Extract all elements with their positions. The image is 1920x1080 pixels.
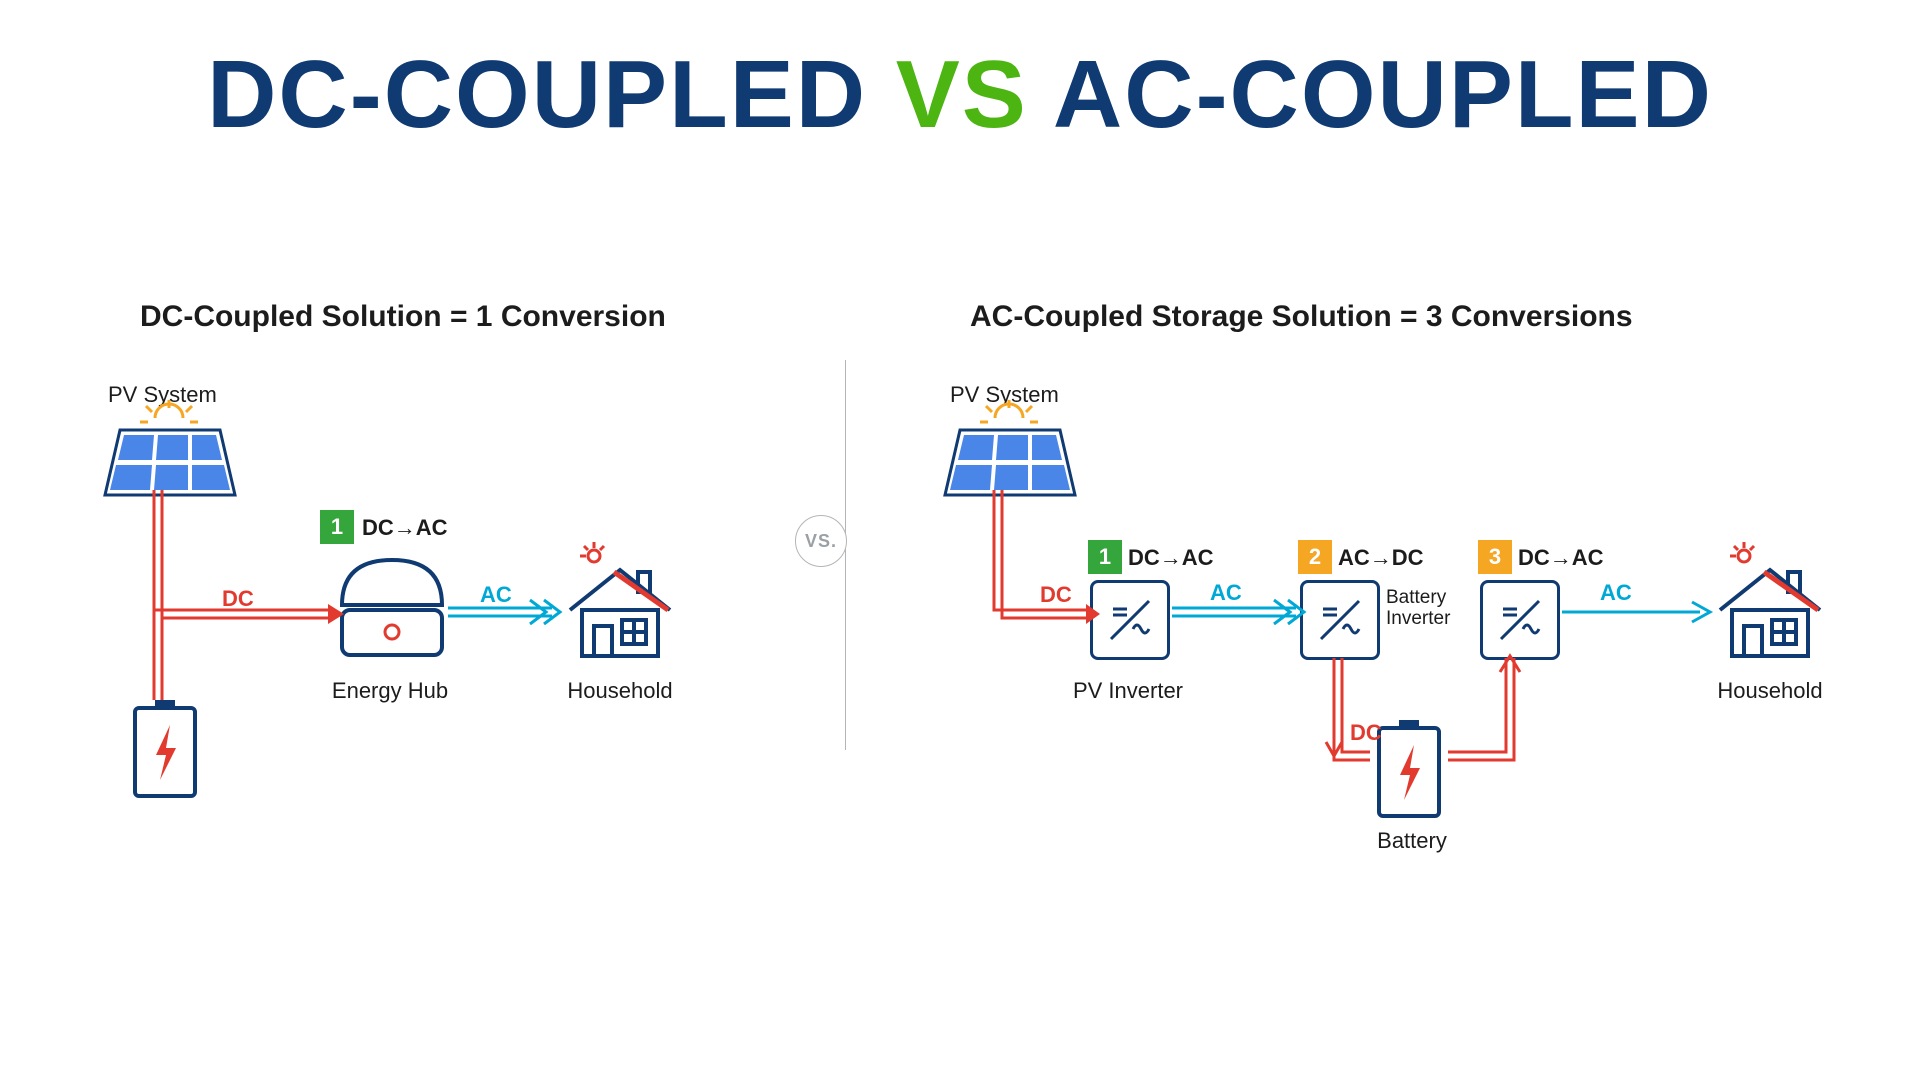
right-dc2-label: DC [1350,720,1382,746]
left-house-label: Household [560,678,680,704]
right-subtitle: AC-Coupled Storage Solution = 3 Conversi… [970,300,1633,334]
right-ac1-label: AC [1210,580,1242,606]
left-wires [100,490,570,740]
title-right: AC-COUPLED [1053,41,1713,148]
title-mid: VS [896,41,1028,148]
vs-badge: VS. [795,515,847,567]
house-icon [560,540,680,660]
left-dc-label: DC [222,586,254,612]
right-ac2-label: AC [1600,580,1632,606]
title-left: DC-COUPLED [207,41,867,148]
right-dc1-label: DC [1040,582,1072,608]
right-battery-label: Battery [1372,828,1452,854]
main-title: DC-COUPLED VS AC-COUPLED [0,40,1920,150]
right-wires [940,490,1730,830]
left-ac-label: AC [480,582,512,608]
left-subtitle: DC-Coupled Solution = 1 Conversion [140,300,666,334]
center-divider [845,360,846,750]
